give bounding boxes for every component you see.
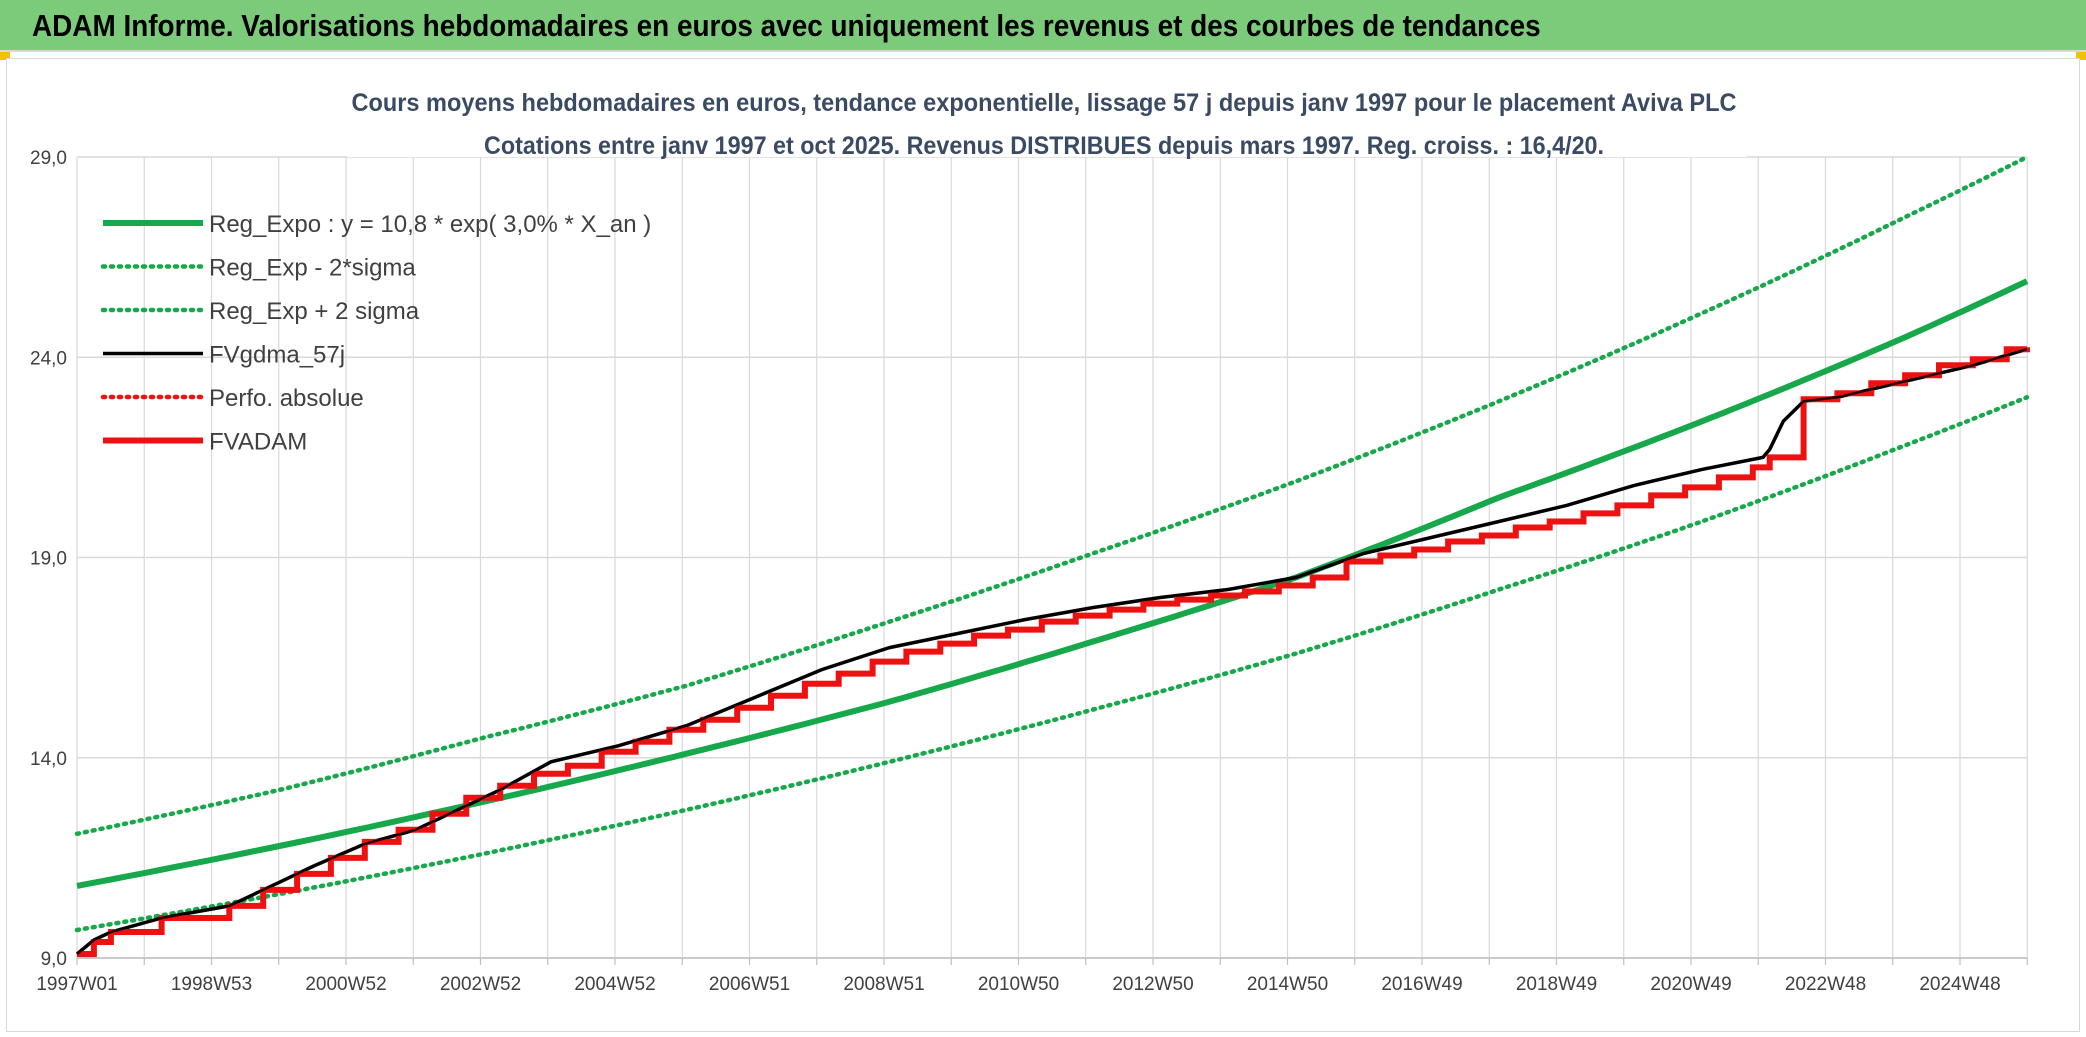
corner-marker-right	[2076, 52, 2086, 60]
report-title: ADAM Informe. Valorisations hebdomadaire…	[32, 8, 1541, 43]
subtitle-backdrop	[347, 119, 1747, 157]
corner-marker-left	[0, 52, 10, 60]
x-tick-label: 2012W50	[1112, 974, 1193, 995]
x-tick-label: 2008W51	[843, 974, 924, 995]
legend-label: Reg_Exp - 2*sigma	[209, 255, 416, 282]
legend-label: Perfo. absolue	[209, 385, 364, 412]
line-chart: 29,0 24,0 19,0 14,0 9,0 1997W01 1998W53 2000W52…	[30, 83, 2030, 995]
series-line-2	[74, 154, 2030, 837]
legend-label: Reg_Exp + 2 sigma	[209, 298, 420, 325]
x-tick-label: 2024W48	[1919, 974, 2000, 995]
series-line-5	[77, 346, 2030, 957]
x-tick-label: 2020W49	[1650, 974, 1731, 995]
legend-label: FVgdma_57j	[209, 342, 345, 369]
x-tick-label: 2000W52	[305, 974, 386, 995]
x-tick-label: 2010W50	[978, 974, 1059, 995]
x-tick-label: 2014W50	[1247, 974, 1328, 995]
x-tick-label: 2022W48	[1785, 974, 1866, 995]
y-tick-label: 29,0	[30, 148, 67, 169]
x-tick-label: 2002W52	[440, 974, 521, 995]
title-backdrop	[347, 83, 1747, 117]
series-line-fvgdma-overlay	[76, 348, 2028, 955]
x-tick-label: 2016W49	[1381, 974, 1462, 995]
legend-label: Reg_Expo : y = 10,8 * exp( 3,0% * X_an )	[209, 211, 651, 238]
report-banner: ADAM Informe. Valorisations hebdomadaire…	[0, 0, 2086, 52]
x-tick-label: 1998W53	[171, 974, 252, 995]
chart-area: 29,0 24,0 19,0 14,0 9,0 1997W01 1998W53 2000W52…	[6, 58, 2080, 1032]
y-tick-label: 24,0	[30, 348, 67, 369]
legend-label: FVADAM	[209, 429, 307, 456]
series-line-1	[74, 395, 2030, 933]
series-line-0	[76, 278, 2029, 889]
x-tick-label: 2006W51	[709, 974, 790, 995]
x-tick-label: 2004W52	[574, 974, 655, 995]
x-tick-label: 1997W01	[36, 974, 117, 995]
y-tick-label: 14,0	[30, 749, 67, 770]
chart-subtitle: Cotations entre janv 1997 et oct 2025. R…	[484, 132, 1604, 160]
y-tick-label: 9,0	[41, 949, 67, 970]
chart-title: Cours moyens hebdomadaires en euros, ten…	[352, 89, 1737, 117]
y-tick-label: 19,0	[30, 549, 67, 570]
x-tick-label: 2018W49	[1516, 974, 1597, 995]
